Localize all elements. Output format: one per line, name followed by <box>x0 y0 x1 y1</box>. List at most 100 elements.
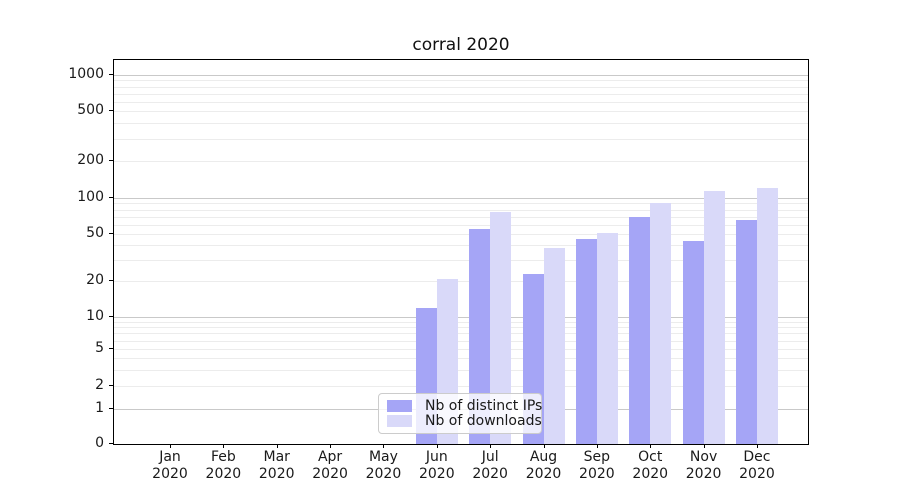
gridline-minor <box>114 358 808 359</box>
y-tick-label-200: 200 <box>77 152 104 168</box>
y-tick-mark <box>109 233 113 234</box>
gridline-minor <box>114 123 808 125</box>
x-tick-year: 2020 <box>525 466 562 482</box>
y-tick-mark <box>109 110 113 111</box>
bar-downloads-nov <box>703 191 725 444</box>
x-tick-mark <box>436 444 438 448</box>
y-tick-label-100: 100 <box>77 189 104 205</box>
x-tick-month: May <box>368 449 398 465</box>
y-tick-label-5: 5 <box>95 340 104 356</box>
x-tick-year: 2020 <box>312 466 348 482</box>
gridline-minor <box>114 80 808 82</box>
legend-swatch-distinct-ips <box>387 400 412 412</box>
y-tick-mark <box>109 197 113 198</box>
x-tick-label-jun: Jun 2020 <box>405 449 469 483</box>
gridline-minor <box>114 321 808 323</box>
x-tick-month: Sep <box>583 449 611 465</box>
bar-distinct-ips-dec <box>735 220 757 444</box>
gridline-minor <box>114 216 808 218</box>
x-tick-label-mar: Mar 2020 <box>245 449 309 483</box>
bar-distinct-ips-oct <box>629 216 651 444</box>
x-tick-month: Jun <box>425 449 448 465</box>
y-tick-mark <box>109 408 113 409</box>
y-tick-label-2: 2 <box>95 377 104 393</box>
y-tick-mark <box>109 348 113 349</box>
bar-downloads-dec <box>756 188 778 444</box>
x-tick-year: 2020 <box>632 466 669 482</box>
x-tick-label-feb: Feb 2020 <box>191 449 255 483</box>
x-tick-mark <box>703 444 705 448</box>
bar-downloads-jul <box>490 211 512 444</box>
x-tick-month: Feb <box>210 449 236 465</box>
x-tick-mark <box>383 444 385 448</box>
x-tick-year: 2020 <box>258 466 295 482</box>
gridline-minor <box>114 86 808 88</box>
x-tick-month: Mar <box>263 449 290 465</box>
y-tick-label-1: 1 <box>95 400 104 416</box>
gridline-minor <box>114 161 808 162</box>
gridline-minor <box>114 369 808 371</box>
legend-row-downloads: Nb of downloads <box>387 414 542 428</box>
gridline-minor <box>114 327 808 329</box>
bar-downloads-sep <box>596 232 618 444</box>
x-tick-mark <box>223 444 225 448</box>
x-tick-mark <box>543 444 545 448</box>
legend-label-downloads: Nb of downloads <box>425 413 542 429</box>
gridline-minor <box>114 138 808 140</box>
x-tick-year: 2020 <box>685 466 722 482</box>
gridline-minor <box>114 101 808 103</box>
x-tick-mark <box>650 444 652 448</box>
y-tick-label-10: 10 <box>86 308 104 324</box>
x-tick-label-sep: Sep 2020 <box>565 449 629 483</box>
y-tick-label-500: 500 <box>77 102 104 118</box>
y-tick-label-0: 0 <box>95 435 104 451</box>
x-tick-label-oct: Oct 2020 <box>618 449 682 483</box>
y-tick-label-50: 50 <box>86 225 104 241</box>
bar-distinct-ips-sep <box>575 239 597 444</box>
gridline-major <box>114 317 808 318</box>
bar-downloads-oct <box>650 203 672 444</box>
x-tick-month: Dec <box>743 449 771 465</box>
x-tick-month: Nov <box>689 449 718 465</box>
x-tick-label-jul: Jul 2020 <box>458 449 522 483</box>
y-tick-label-1000: 1000 <box>68 66 104 82</box>
x-tick-label-jan: Jan 2020 <box>138 449 202 483</box>
x-tick-mark <box>276 444 278 448</box>
x-tick-mark <box>330 444 332 448</box>
x-tick-year: 2020 <box>739 466 775 482</box>
gridline-major <box>114 198 808 199</box>
x-tick-year: 2020 <box>152 466 188 482</box>
x-tick-mark <box>490 444 492 448</box>
legend-label-distinct-ips: Nb of distinct IPs <box>425 398 543 414</box>
y-tick-mark <box>109 385 113 386</box>
gridline-minor <box>114 260 808 262</box>
gridline-major <box>114 75 808 76</box>
x-tick-year: 2020 <box>418 466 455 482</box>
x-tick-month: Oct <box>638 449 663 465</box>
gridline-minor <box>114 349 808 350</box>
y-tick-mark <box>109 280 113 281</box>
x-tick-month: Aug <box>529 449 558 465</box>
gridline-minor <box>114 224 808 226</box>
plot-area: Nb of distinct IPs Nb of downloads <box>113 59 809 445</box>
gridline-minor <box>114 234 808 235</box>
gridline-minor <box>114 386 808 387</box>
legend: Nb of distinct IPs Nb of downloads <box>378 393 542 434</box>
y-tick-mark <box>109 443 113 444</box>
chart-title: corral 2020 <box>412 35 510 55</box>
gridline-minor <box>114 93 808 95</box>
x-tick-month: Jul <box>481 449 499 465</box>
y-tick-label-20: 20 <box>86 272 104 288</box>
legend-swatch-downloads <box>387 415 412 427</box>
x-tick-year: 2020 <box>472 466 508 482</box>
gridline-minor <box>114 340 808 342</box>
x-tick-label-nov: Nov 2020 <box>672 449 736 483</box>
x-tick-label-aug: Aug 2020 <box>512 449 576 483</box>
gridline-minor <box>114 209 808 211</box>
x-tick-label-apr: Apr 2020 <box>298 449 362 483</box>
x-tick-year: 2020 <box>365 466 402 482</box>
gridline-minor <box>114 281 808 282</box>
x-tick-label-may: May 2020 <box>351 449 415 483</box>
gridline-minor <box>114 203 808 205</box>
